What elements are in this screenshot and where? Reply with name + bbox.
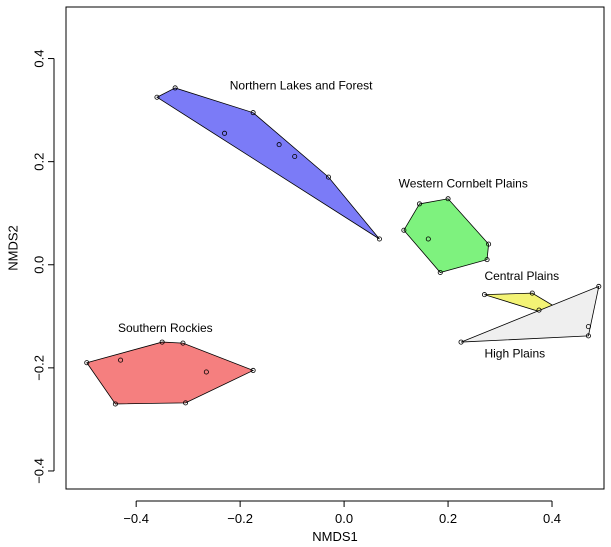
point-southern-rockies-3 bbox=[180, 340, 186, 346]
y-tick-label: −0.4 bbox=[31, 458, 46, 484]
point-central-plains-0 bbox=[481, 292, 487, 298]
y-tick-label: 0.0 bbox=[31, 256, 46, 274]
y-axis-label: NMDS2 bbox=[5, 225, 20, 271]
point-high-plains-2 bbox=[458, 339, 464, 345]
x-axis: −0.4 −0.2 0.0 0.2 0.4 bbox=[123, 500, 561, 526]
plot-frame bbox=[65, 6, 605, 490]
label-high-plains: High Plains bbox=[484, 347, 545, 361]
y-tick-label: 0.4 bbox=[31, 50, 46, 68]
point-northern-lakes-and-forest-5 bbox=[292, 153, 298, 159]
label-southern-rockies: Southern Rockies bbox=[118, 321, 213, 335]
point-high-plains-1 bbox=[585, 333, 591, 339]
point-western-cornbelt-plains-3 bbox=[425, 236, 431, 242]
label-central-plains: Central Plains bbox=[484, 269, 559, 283]
hull-northern-lakes-and-forest bbox=[156, 87, 380, 240]
point-northern-lakes-and-forest-6 bbox=[326, 174, 332, 180]
group-hulls bbox=[86, 87, 600, 405]
point-southern-rockies-6 bbox=[112, 401, 118, 407]
hull-high-plains bbox=[460, 285, 600, 343]
hull-southern-rockies bbox=[86, 341, 255, 405]
point-high-plains-0 bbox=[596, 283, 602, 289]
point-southern-rockies-1 bbox=[118, 357, 124, 363]
group-labels: Northern Lakes and Forest Western Cornbel… bbox=[118, 78, 559, 360]
point-northern-lakes-and-forest-0 bbox=[154, 94, 160, 100]
point-southern-rockies-5 bbox=[250, 367, 256, 373]
point-western-cornbelt-plains-0 bbox=[445, 196, 451, 202]
point-northern-lakes-and-forest-2 bbox=[250, 110, 256, 116]
point-western-cornbelt-plains-4 bbox=[486, 241, 492, 247]
point-western-cornbelt-plains-6 bbox=[437, 269, 443, 275]
x-tick-label: −0.4 bbox=[123, 511, 149, 526]
point-central-plains-3 bbox=[585, 324, 591, 330]
point-northern-lakes-and-forest-4 bbox=[276, 142, 282, 148]
point-central-plains-2 bbox=[536, 307, 542, 313]
point-southern-rockies-7 bbox=[183, 400, 189, 406]
x-tick-label: 0.2 bbox=[439, 511, 457, 526]
label-western-cornbelt-plains: Western Cornbelt Plains bbox=[399, 176, 528, 190]
point-western-cornbelt-plains-2 bbox=[401, 227, 407, 233]
x-axis-label: NMDS1 bbox=[312, 529, 358, 544]
x-tick-label: 0.0 bbox=[335, 511, 353, 526]
y-tick-label: −0.2 bbox=[31, 355, 46, 381]
point-northern-lakes-and-forest-7 bbox=[376, 236, 382, 242]
data-points bbox=[84, 85, 602, 407]
point-southern-rockies-4 bbox=[203, 369, 209, 375]
point-southern-rockies-0 bbox=[84, 360, 90, 366]
point-northern-lakes-and-forest-3 bbox=[222, 130, 228, 136]
y-tick-label: 0.2 bbox=[31, 153, 46, 171]
x-tick-label: −0.2 bbox=[227, 511, 253, 526]
point-western-cornbelt-plains-5 bbox=[484, 257, 490, 263]
label-northern-lakes-and-forest: Northern Lakes and Forest bbox=[230, 78, 373, 92]
point-western-cornbelt-plains-1 bbox=[416, 201, 422, 207]
point-northern-lakes-and-forest-1 bbox=[172, 85, 178, 91]
x-tick-label: 0.4 bbox=[543, 511, 561, 526]
y-axis: −0.4 −0.2 0.0 0.2 0.4 bbox=[31, 50, 55, 484]
hull-western-cornbelt-plains bbox=[403, 198, 490, 273]
point-central-plains-1 bbox=[529, 290, 535, 296]
point-southern-rockies-2 bbox=[159, 339, 165, 345]
